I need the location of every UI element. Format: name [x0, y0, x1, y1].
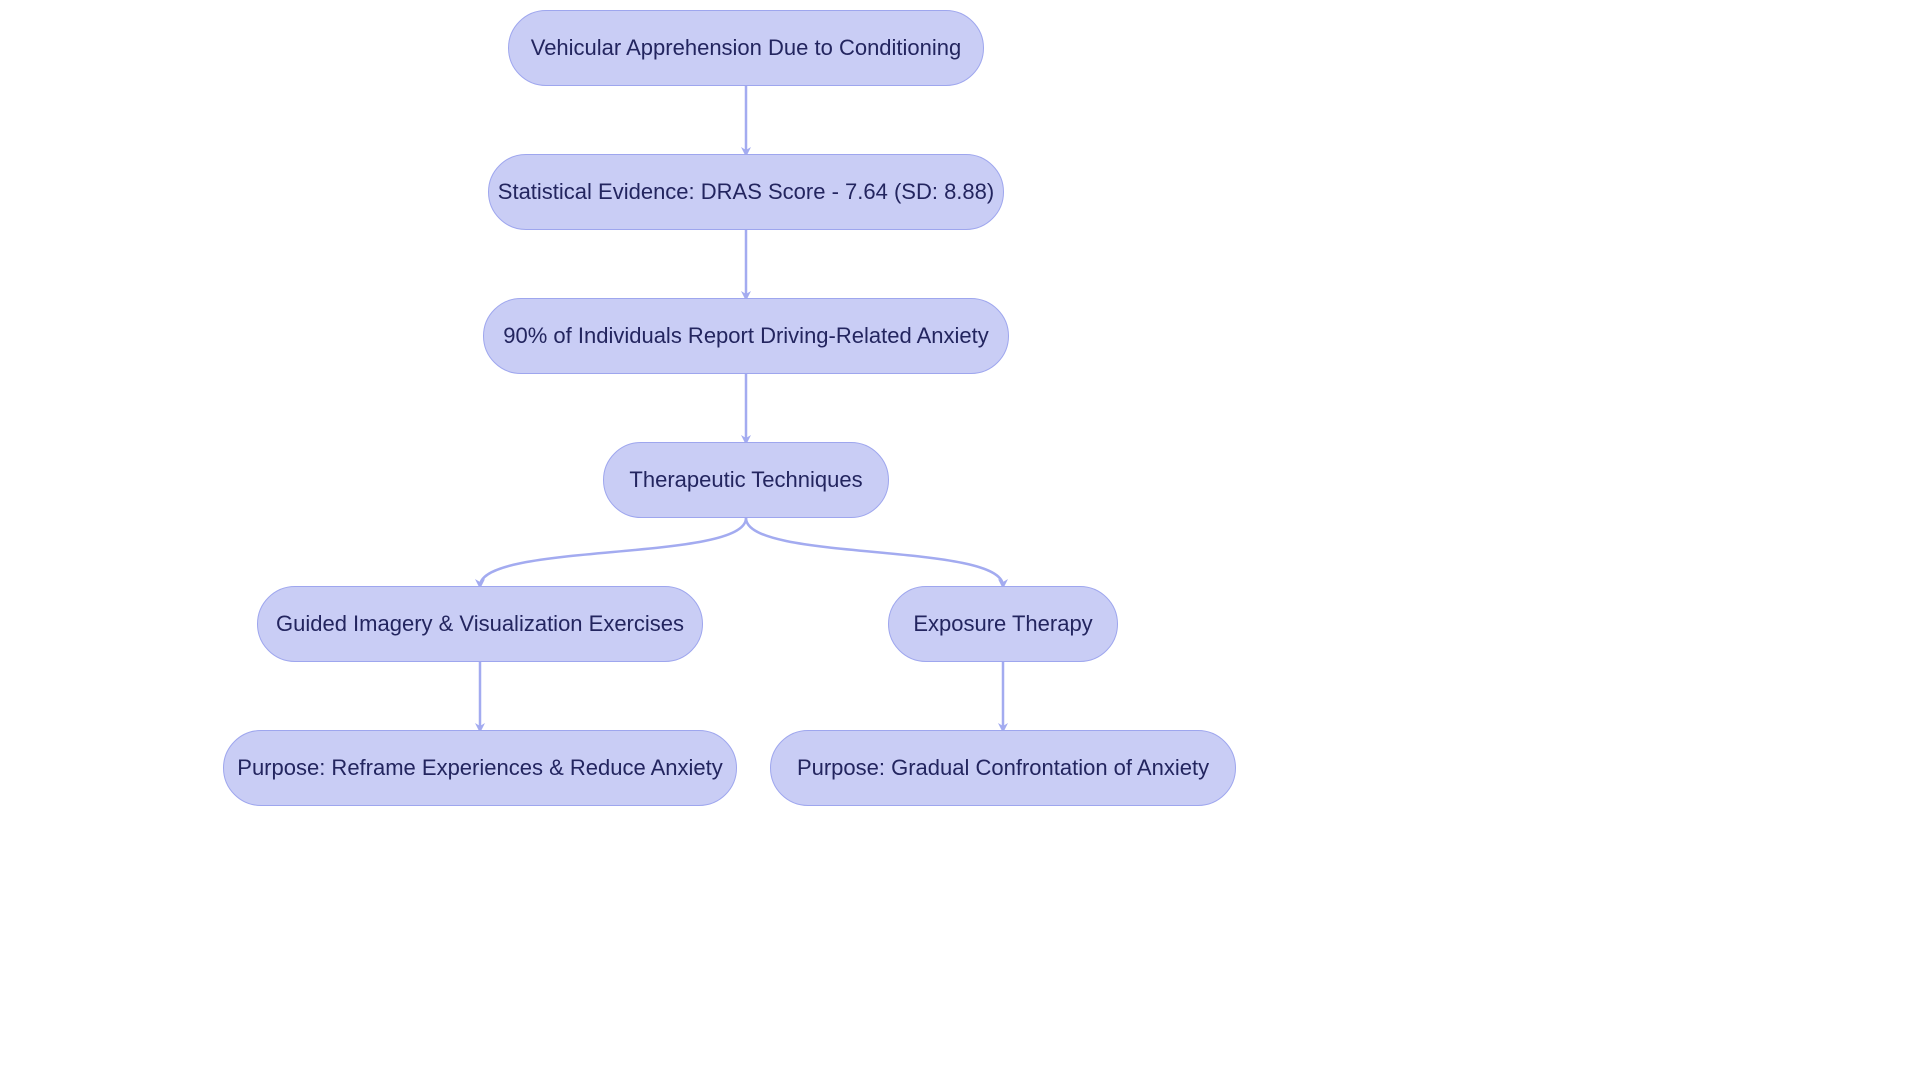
node-label: 90% of Individuals Report Driving-Relate… — [503, 323, 988, 349]
node-label: Therapeutic Techniques — [629, 467, 862, 493]
flowchart-node: Purpose: Reframe Experiences & Reduce An… — [223, 730, 737, 806]
node-label: Statistical Evidence: DRAS Score - 7.64 … — [498, 179, 994, 205]
flowchart-node: Purpose: Gradual Confrontation of Anxiet… — [770, 730, 1236, 806]
node-label: Vehicular Apprehension Due to Conditioni… — [531, 35, 962, 61]
flowchart-edge — [480, 518, 746, 586]
flowchart-node: Therapeutic Techniques — [603, 442, 889, 518]
flowchart-node: Exposure Therapy — [888, 586, 1118, 662]
node-label: Exposure Therapy — [913, 611, 1092, 637]
flowchart-node: Statistical Evidence: DRAS Score - 7.64 … — [488, 154, 1004, 230]
node-label: Purpose: Reframe Experiences & Reduce An… — [237, 755, 722, 781]
flowchart-node: Guided Imagery & Visualization Exercises — [257, 586, 703, 662]
flowchart-node: 90% of Individuals Report Driving-Relate… — [483, 298, 1009, 374]
node-label: Purpose: Gradual Confrontation of Anxiet… — [797, 755, 1209, 781]
flowchart-edge — [746, 518, 1003, 586]
node-label: Guided Imagery & Visualization Exercises — [276, 611, 684, 637]
flowchart-node: Vehicular Apprehension Due to Conditioni… — [508, 10, 984, 86]
